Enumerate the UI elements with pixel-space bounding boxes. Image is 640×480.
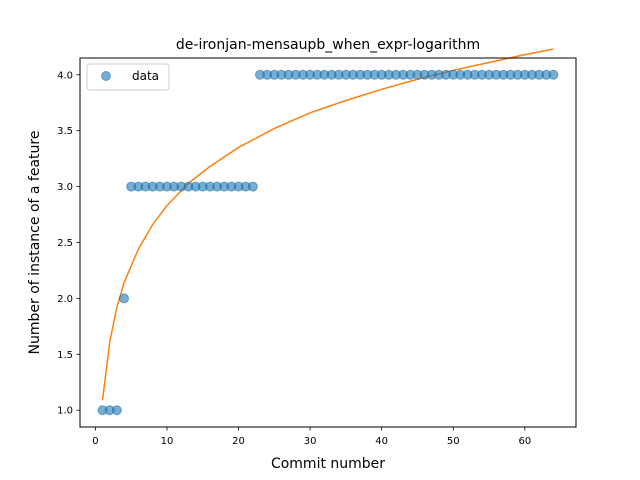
x-tick-label: 0 — [92, 436, 98, 447]
axis-ticks: 0 10 20 30 40 50 60 1.0 1.5 2.0 2.5 3.0 3.5 4.0 — [57, 70, 531, 447]
y-axis-label: Number of instance of a feature — [27, 131, 43, 355]
data-point — [111, 405, 122, 416]
x-axis-label: Commit number — [271, 456, 385, 472]
data-point — [119, 293, 130, 304]
x-tick-label: 20 — [232, 436, 245, 447]
legend-marker — [101, 71, 111, 81]
x-tick-label: 30 — [304, 436, 317, 447]
y-tick-label: 1.0 — [57, 406, 73, 417]
y-tick-label: 2.0 — [57, 294, 73, 305]
legend-label-data: data — [132, 69, 159, 83]
data-point — [247, 181, 258, 192]
x-tick-label: 50 — [447, 436, 460, 447]
plot-marks — [97, 48, 559, 416]
plot-frame — [79, 57, 577, 428]
x-tick-label: 60 — [518, 436, 531, 447]
chart-title: de-ironjan-mensaupb_when_expr-logarithm — [176, 37, 480, 53]
y-tick-label: 2.5 — [57, 238, 73, 249]
x-tick-label: 40 — [375, 436, 388, 447]
data-point — [548, 69, 559, 80]
y-tick-label: 3.0 — [57, 182, 73, 193]
y-tick-label: 3.5 — [57, 126, 73, 137]
y-tick-label: 4.0 — [57, 70, 73, 81]
x-tick-label: 10 — [161, 436, 174, 447]
legend: data — [86, 63, 170, 91]
legend-box — [86, 63, 170, 91]
y-tick-label: 1.5 — [57, 350, 73, 361]
